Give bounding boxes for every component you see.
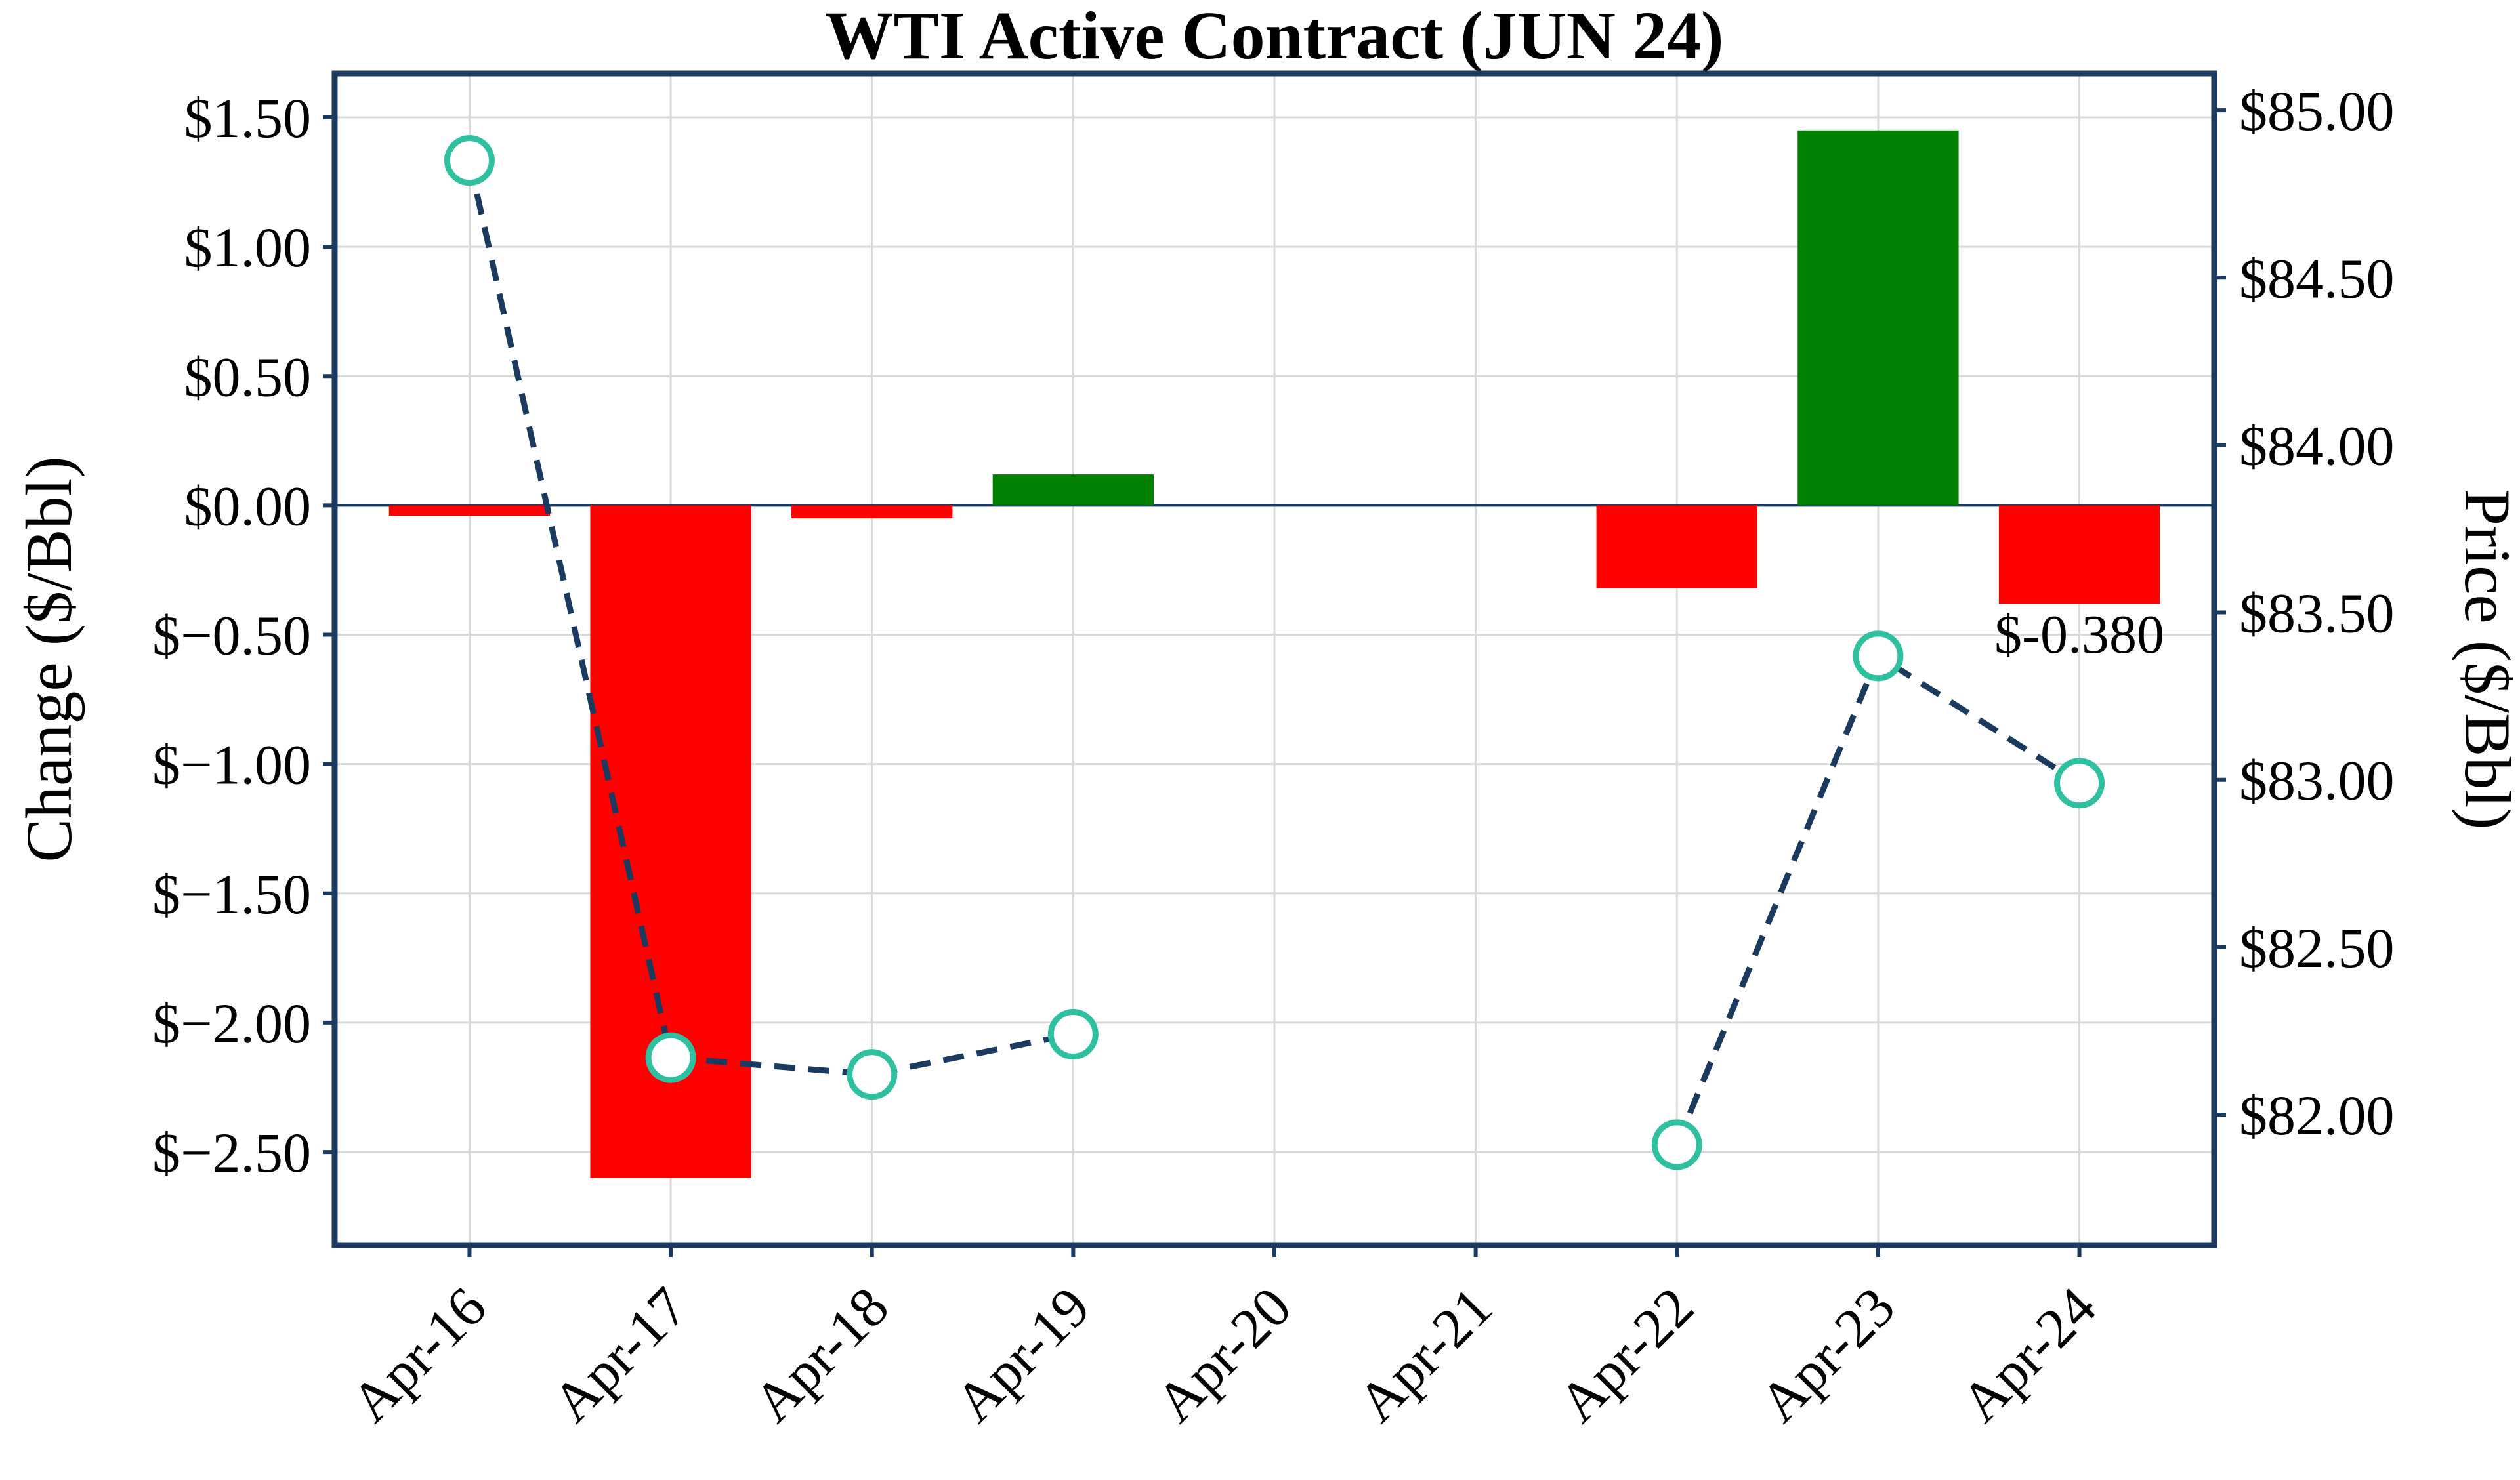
right-tick-label: $85.00: [2239, 79, 2395, 142]
price-marker: [444, 135, 495, 186]
left-tick-label: $−1.00: [152, 733, 311, 796]
change-bar: [1596, 505, 1757, 588]
x-tick-label: Apr-22: [1546, 1275, 1705, 1434]
left-tick-label: $−0.50: [152, 604, 311, 667]
x-tick-label: Apr-24: [1949, 1275, 2108, 1434]
x-tick-label: Apr-23: [1748, 1275, 1906, 1434]
right-tick-label: $82.00: [2239, 1084, 2395, 1147]
left-tick-label: $1.50: [184, 87, 312, 150]
left-tick-label: $−2.00: [152, 992, 311, 1055]
left-tick-label: $0.50: [184, 345, 312, 408]
price-marker: [2054, 758, 2105, 809]
right-tick-label: $84.50: [2239, 247, 2395, 310]
x-tick-label: Apr-17: [540, 1275, 699, 1434]
price-marker: [1651, 1119, 1702, 1170]
x-tick-label: Apr-19: [942, 1275, 1101, 1434]
right-tick-label: $83.50: [2239, 582, 2395, 645]
left-tick-label: $−2.50: [152, 1121, 311, 1184]
x-tick-label: Apr-20: [1144, 1275, 1303, 1434]
change-bar: [992, 474, 1154, 506]
last-change-annotation: $-0.380: [1994, 604, 2164, 665]
price-marker: [847, 1049, 898, 1100]
price-line: [467, 159, 1074, 1078]
price-marker: [645, 1032, 696, 1083]
change-bar: [791, 505, 953, 519]
price-marker: [1853, 630, 1904, 682]
left-tick-label: $1.00: [184, 216, 312, 279]
change-bar: [1998, 505, 2160, 604]
left-tick-label: $0.00: [184, 474, 312, 537]
price-marker: [1047, 1009, 1099, 1060]
x-tick-label: Apr-18: [742, 1275, 900, 1434]
left-tick-label: $−1.50: [152, 863, 311, 926]
change-bar: [1797, 130, 1959, 506]
right-tick-label: $83.00: [2239, 749, 2395, 812]
x-tick-label: Apr-21: [1345, 1275, 1504, 1434]
change-bar: [388, 505, 551, 516]
right-tick-label: $84.00: [2239, 414, 2395, 477]
chart-title: WTI Active Contract (JUN 24): [825, 0, 1724, 73]
x-tick-label: Apr-16: [339, 1275, 498, 1434]
right-tick-label: $82.50: [2239, 916, 2395, 979]
